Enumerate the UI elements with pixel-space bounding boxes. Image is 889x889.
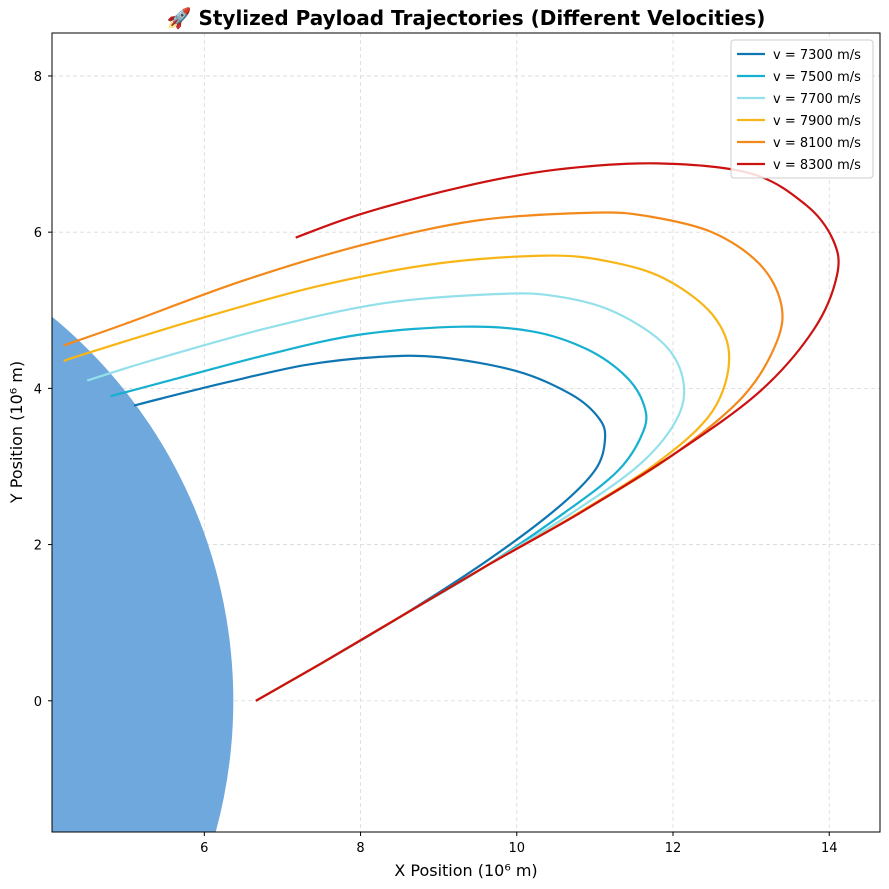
x-tick-label: 6 — [200, 841, 208, 856]
series-layer — [63, 162, 840, 702]
y-tick-label: 4 — [34, 382, 42, 397]
y-tick-label: 0 — [34, 695, 42, 710]
x-tick-label: 10 — [509, 841, 526, 856]
legend-label: v = 7500 m/s — [773, 70, 861, 85]
y-axis-label: Y Position (10⁶ m) — [7, 361, 26, 504]
y-tick-label: 6 — [34, 226, 42, 241]
y-tick-label: 2 — [34, 539, 42, 554]
chart-title: 🚀 Stylized Payload Trajectories (Differe… — [167, 6, 766, 30]
legend-label: v = 7700 m/s — [773, 92, 861, 107]
x-tick-label: 8 — [356, 841, 364, 856]
x-axis-label: X Position (10⁶ m) — [394, 861, 537, 880]
legend-label: v = 7900 m/s — [773, 114, 861, 129]
x-tick-label: 14 — [821, 841, 838, 856]
planet-disc — [52, 316, 234, 832]
legend-box — [730, 39, 874, 179]
legend-label: v = 8300 m/s — [773, 158, 861, 173]
legend-label: v = 8100 m/s — [773, 136, 861, 151]
plot-frame — [51, 32, 881, 833]
legend-label: v = 7300 m/s — [773, 48, 861, 63]
ticks: 6 8 10 12 14 0 2 4 6 8 — [34, 70, 838, 856]
trajectory-line-5 — [255, 162, 840, 702]
x-tick-label: 12 — [665, 841, 682, 856]
y-tick-label: 8 — [34, 70, 42, 85]
legend: v = 7300 m/s v = 7500 m/s v = 7700 m/s v = … — [730, 39, 874, 179]
